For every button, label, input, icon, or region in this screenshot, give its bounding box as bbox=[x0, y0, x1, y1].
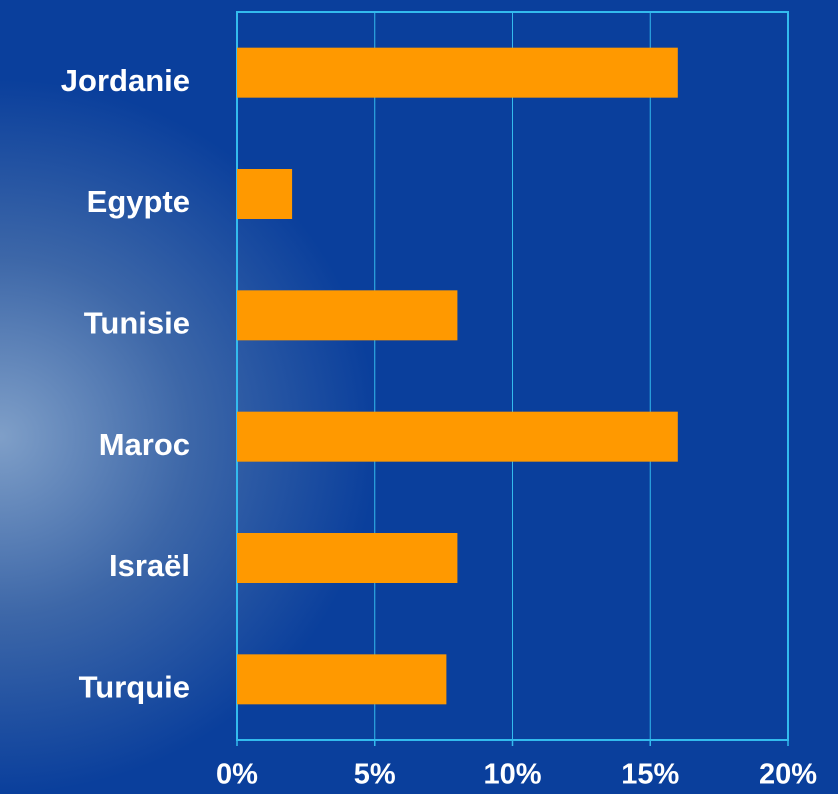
bar bbox=[237, 533, 458, 583]
y-tick-label: Egypte bbox=[87, 184, 190, 219]
x-tick-label: 5% bbox=[354, 759, 396, 791]
plot-frame bbox=[236, 11, 789, 741]
bar bbox=[237, 411, 678, 462]
x-tick-label: 0% bbox=[216, 759, 258, 791]
y-tick-label: Tunisie bbox=[84, 306, 190, 341]
y-tick-label: Israël bbox=[109, 548, 190, 583]
bar bbox=[237, 169, 293, 219]
x-tick-label: 20% bbox=[759, 759, 817, 791]
y-tick-label: Maroc bbox=[99, 427, 190, 462]
y-tick-label: Jordanie bbox=[61, 63, 190, 98]
bar bbox=[237, 290, 458, 341]
x-tick-label: 15% bbox=[621, 759, 679, 791]
bar bbox=[237, 654, 447, 705]
y-tick-label: Turquie bbox=[79, 670, 190, 705]
bar bbox=[237, 47, 678, 98]
x-tick-label: 10% bbox=[483, 759, 541, 791]
